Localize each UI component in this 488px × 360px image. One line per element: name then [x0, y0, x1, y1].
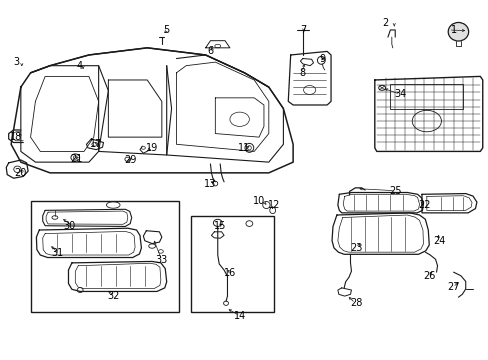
Bar [30, 202, 179, 312]
Text: 6: 6 [207, 46, 213, 57]
Text: 3: 3 [13, 57, 19, 67]
Text: 20: 20 [15, 168, 27, 178]
Text: 15: 15 [214, 221, 226, 231]
Text: 32: 32 [107, 291, 119, 301]
Text: 28: 28 [349, 298, 362, 308]
Text: 34: 34 [393, 89, 406, 99]
Text: 1: 1 [449, 25, 456, 35]
Text: 23: 23 [349, 243, 362, 253]
Text: 29: 29 [124, 156, 136, 165]
Text: 5: 5 [163, 25, 169, 35]
Text: 11: 11 [238, 143, 250, 153]
Text: 24: 24 [432, 236, 444, 246]
Text: 33: 33 [155, 255, 167, 265]
Text: 22: 22 [417, 200, 430, 210]
Text: 30: 30 [63, 221, 76, 231]
Text: 26: 26 [422, 271, 434, 282]
Text: 31: 31 [51, 248, 63, 258]
Text: 4: 4 [76, 61, 82, 71]
Text: 2: 2 [382, 18, 388, 28]
Text: 14: 14 [233, 311, 245, 321]
Bar [389, 84, 462, 109]
Text: 13: 13 [204, 179, 216, 189]
Ellipse shape [447, 22, 468, 41]
Text: 8: 8 [299, 68, 305, 78]
Bar [191, 216, 273, 312]
Text: 18: 18 [10, 132, 22, 142]
Text: 7: 7 [299, 25, 305, 35]
Text: 16: 16 [224, 268, 236, 278]
Text: 27: 27 [447, 282, 459, 292]
Text: 25: 25 [388, 186, 401, 196]
Text: 21: 21 [70, 154, 83, 163]
Text: 12: 12 [267, 200, 279, 210]
Text: 10: 10 [252, 197, 264, 206]
Text: 19: 19 [146, 143, 158, 153]
Text: 9: 9 [319, 54, 325, 64]
Text: 17: 17 [90, 139, 102, 149]
